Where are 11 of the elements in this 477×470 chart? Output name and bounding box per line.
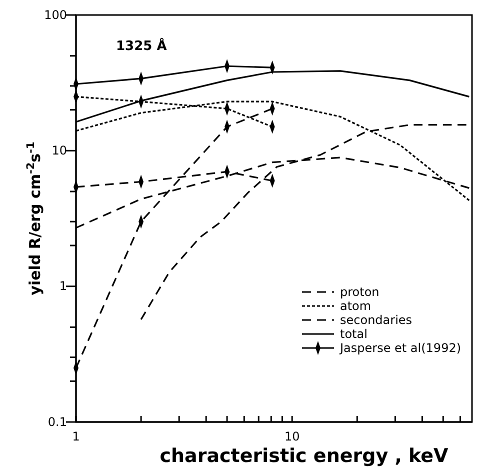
- x-axis-title: characteristic energy , keV: [160, 445, 449, 467]
- y-tick-label: 10: [52, 144, 67, 158]
- legend-label: atom: [340, 299, 372, 313]
- y-tick-label: 0.1: [48, 414, 67, 429]
- annotation: 1325 Å: [116, 37, 167, 54]
- legend-label: Jasperse et al(1992): [339, 341, 462, 355]
- y-tick-label: 100: [44, 8, 67, 22]
- legend-label: secondaries: [340, 313, 412, 327]
- legend-label: proton: [340, 285, 380, 299]
- y-tick-label: 1: [59, 279, 67, 294]
- legend-label: total: [340, 327, 368, 341]
